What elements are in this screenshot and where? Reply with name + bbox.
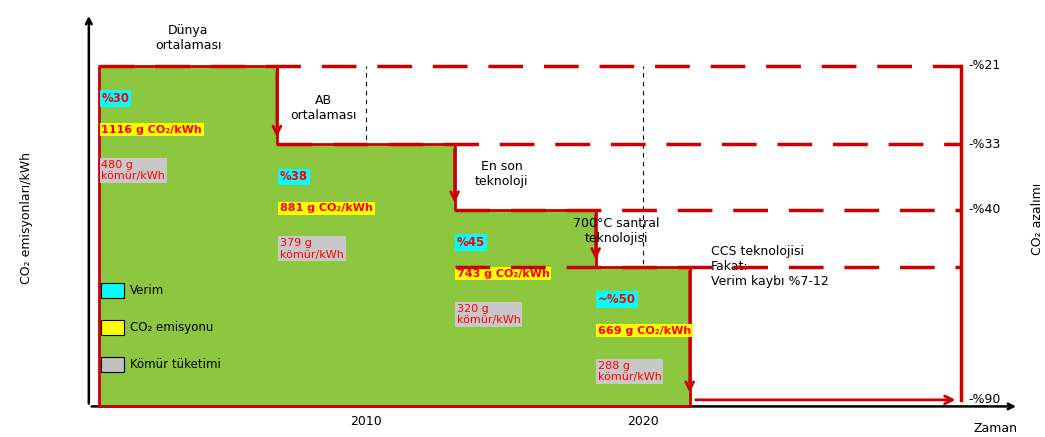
Text: 379 g
kömür/kWh: 379 g kömür/kWh (280, 238, 344, 260)
Text: En son
teknoloji: En son teknoloji (474, 160, 529, 188)
Text: Dünya
ortalaması: Dünya ortalaması (155, 24, 222, 52)
Text: 700°C santral
teknolojisi: 700°C santral teknolojisi (574, 217, 659, 245)
Bar (101, 357, 124, 372)
Bar (277, 144, 455, 406)
Text: 1116 g CO₂/kWh: 1116 g CO₂/kWh (101, 125, 202, 135)
Text: 288 g
kömür/kWh: 288 g kömür/kWh (598, 361, 661, 382)
Text: 2020: 2020 (627, 415, 658, 428)
Text: AB
ortalaması: AB ortalaması (291, 94, 357, 122)
Text: 881 g CO₂/kWh: 881 g CO₂/kWh (280, 203, 373, 213)
Bar (455, 210, 596, 406)
Text: -%21: -%21 (969, 59, 1001, 72)
Bar (99, 66, 277, 406)
Text: ~%50: ~%50 (598, 293, 635, 306)
Bar (596, 267, 690, 406)
Text: -%90: -%90 (969, 393, 1001, 406)
Text: 743 g CO₂/kWh: 743 g CO₂/kWh (457, 269, 550, 279)
Text: %38: %38 (280, 170, 308, 184)
Text: -%33: -%33 (969, 138, 1001, 151)
Text: CCS teknolojisi
Fakat:
Verim kaybı %7-12: CCS teknolojisi Fakat: Verim kaybı %7-12 (711, 245, 829, 288)
Text: Zaman: Zaman (974, 422, 1018, 435)
Text: CO₂ emisyonları/kWh: CO₂ emisyonları/kWh (20, 153, 32, 284)
Bar (101, 283, 124, 298)
Text: %30: %30 (101, 92, 130, 105)
Text: %45: %45 (457, 236, 485, 249)
Text: 480 g
kömür/kWh: 480 g kömür/kWh (101, 160, 165, 181)
Text: 2010: 2010 (350, 415, 381, 428)
Text: -%40: -%40 (969, 203, 1001, 216)
Text: 320 g
kömür/kWh: 320 g kömür/kWh (457, 304, 520, 325)
Text: Verim: Verim (130, 284, 164, 297)
Text: 669 g CO₂/kWh: 669 g CO₂/kWh (598, 326, 691, 336)
Bar (101, 320, 124, 335)
Text: CO₂ azalımı: CO₂ azalımı (1031, 182, 1044, 255)
Text: Kömür tüketimi: Kömür tüketimi (130, 358, 220, 371)
Text: CO₂ emisyonu: CO₂ emisyonu (130, 321, 213, 334)
